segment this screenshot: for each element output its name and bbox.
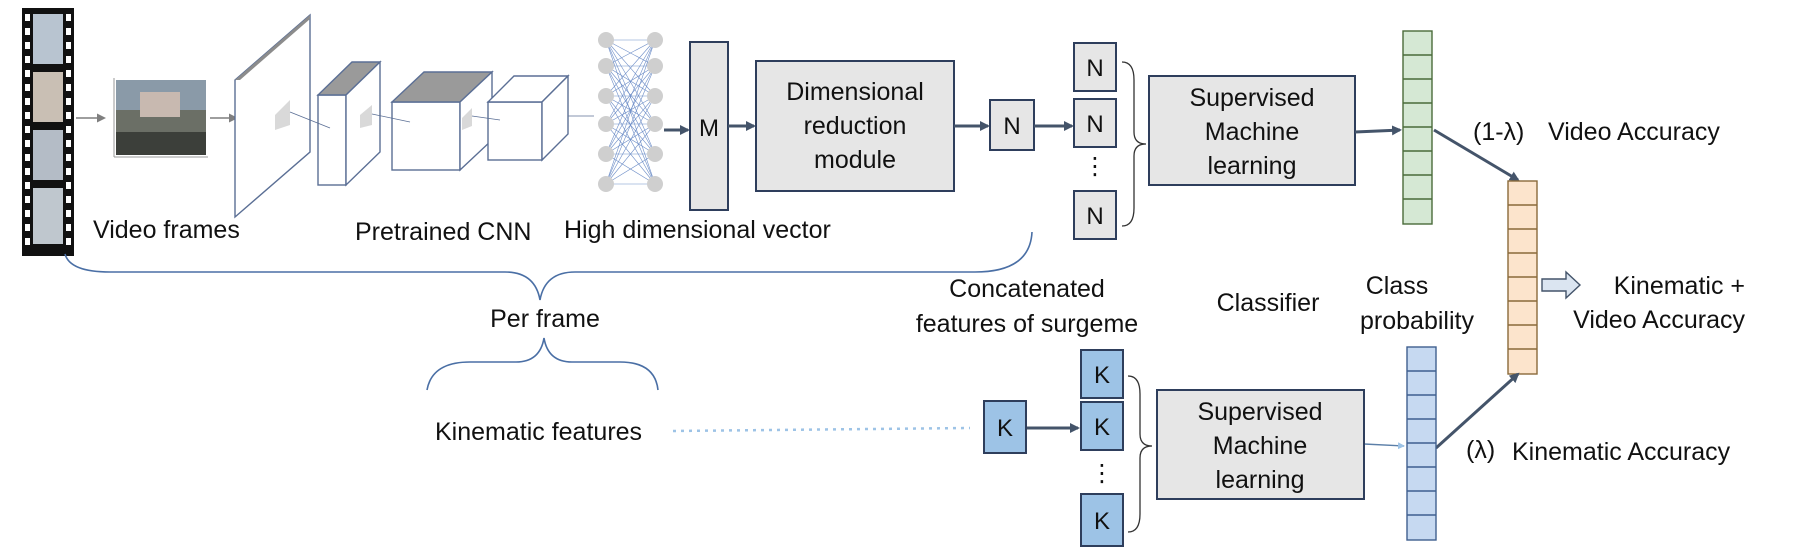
label-features-of-surgeme: features of surgeme [916,310,1138,338]
arrow-kinematic-to-fusion [1434,372,1520,450]
arrow-sml-top-to-prob [1354,125,1402,136]
n-box-single: N [989,99,1035,151]
svg-text:K: K [1094,508,1110,535]
arrow-video-to-fusion [1433,128,1520,182]
label-per-frame: Per frame [490,305,600,333]
svg-text:⋮: ⋮ [1083,153,1107,180]
block-arrow-icon [1541,270,1582,300]
svg-text:N: N [1003,113,1020,140]
dotted-link-kinematic [672,426,971,433]
svg-text:reduction: reduction [804,112,907,140]
label-kinematic-accuracy: Kinematic Accuracy [1512,438,1731,466]
svg-text:learning: learning [1208,152,1297,180]
label-kinematic-features: Kinematic features [435,418,642,446]
brace-n-stack [1121,61,1147,227]
label-probability: probability [1360,307,1474,335]
k-box-stack: K K ⋮ K [1080,349,1124,547]
svg-text:Machine: Machine [1205,118,1300,146]
k-box-single: K [983,400,1027,454]
dimensional-reduction-box: Dimensional reduction module [755,60,955,192]
film-strip-icon [22,8,74,256]
svg-text:N: N [1086,111,1103,138]
svg-text:K: K [1094,414,1110,441]
svg-text:K: K [1094,362,1110,389]
svg-text:Machine: Machine [1213,432,1308,460]
video-frame-thumbnail [113,78,208,158]
brace-kinematic [426,337,659,391]
sml-bottom-box: Supervised Machine learning [1156,389,1365,500]
svg-text:Supervised: Supervised [1197,398,1322,426]
brace-per-frame [64,231,1033,301]
fused-probability-column [1507,180,1538,375]
label-high-dimensional-vector: High dimensional vector [564,216,831,244]
svg-text:N: N [1086,203,1103,230]
label-classifier: Classifier [1217,289,1320,317]
label-concatenated: Concatenated [949,275,1105,303]
sml-top-box: Supervised Machine learning [1148,75,1356,186]
brace-k-stack [1127,375,1153,533]
label-video-accuracy-combined: Video Accuracy [1573,306,1745,334]
kinematic-class-probability-column [1406,346,1437,541]
n-box-stack: N N ⋮ N [1073,42,1117,240]
svg-text:Dimensional: Dimensional [786,78,924,106]
svg-text:⋮: ⋮ [1090,460,1114,487]
cnn-layers [234,13,594,219]
svg-text:K: K [997,415,1013,442]
label-class: Class [1366,272,1429,300]
label-lambda: (λ) [1466,436,1495,464]
label-pretrained-cnn: Pretrained CNN [355,218,531,246]
label-one-minus-lambda: (1-λ) [1473,118,1524,146]
m-vector-box: M [689,41,729,211]
video-class-probability-column [1402,30,1433,225]
svg-text:Supervised: Supervised [1189,84,1314,112]
svg-text:N: N [1086,55,1103,82]
svg-text:M: M [699,115,719,142]
label-video-frames: Video frames [93,216,240,244]
svg-text:module: module [814,146,896,174]
svg-text:learning: learning [1216,466,1305,494]
arrow-sml-bot-to-prob [1363,442,1405,450]
label-video-accuracy: Video Accuracy [1548,118,1720,146]
fully-connected-network [598,32,663,192]
label-kinematic-plus: Kinematic + [1614,272,1745,300]
